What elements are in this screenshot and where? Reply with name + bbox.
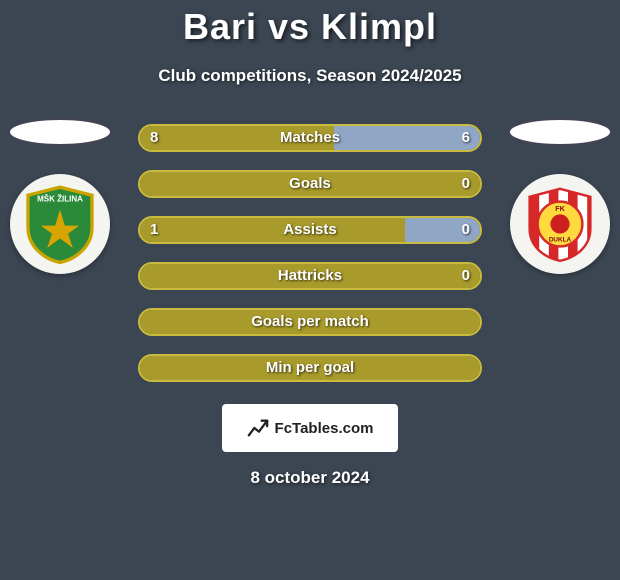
- crest-right-fk: FK: [555, 204, 565, 213]
- stat-bar: Hattricks0: [138, 262, 482, 290]
- stat-bar-name: Matches: [140, 126, 480, 150]
- stat-bar-right-value: 0: [462, 172, 470, 196]
- stat-bar-name: Goals per match: [140, 310, 480, 334]
- footer-block: FcTables.com 8 october 2024: [0, 392, 620, 488]
- stat-bar-name: Hattricks: [140, 264, 480, 288]
- stat-bar-left-value: 1: [150, 218, 158, 242]
- shield-icon: MŠK ŽILINA: [20, 184, 100, 264]
- page-title: Bari vs Klimpl: [0, 0, 620, 48]
- stat-bar: Goals per match: [138, 308, 482, 336]
- crest-left-toptext: MŠK ŽILINA: [37, 195, 83, 204]
- stat-bar-right-value: 0: [462, 218, 470, 242]
- date-label: 8 october 2024: [0, 468, 620, 488]
- stat-bar: Matches8 6: [138, 124, 482, 152]
- stat-bar-name: Min per goal: [140, 356, 480, 380]
- ball-icon: [550, 214, 569, 233]
- left-column: MŠK ŽILINA: [0, 118, 120, 274]
- right-column: FK DUKLA: [500, 118, 620, 274]
- stat-bar-name: Goals: [140, 172, 480, 196]
- player-ellipse-left: [8, 118, 112, 146]
- stat-bar: Assists1 0: [138, 216, 482, 244]
- crest-right-dukla: DUKLA: [549, 237, 572, 244]
- shield-icon: FK DUKLA: [520, 184, 600, 264]
- fctables-logo: FcTables.com: [222, 404, 398, 452]
- stat-bar: Min per goal: [138, 354, 482, 382]
- player-ellipse-right: [508, 118, 612, 146]
- chart-icon: [247, 417, 269, 439]
- infographic-root: Bari vs Klimpl Club competitions, Season…: [0, 0, 620, 580]
- stat-bar-right-value: 6: [462, 126, 470, 150]
- team-crest-left: MŠK ŽILINA: [10, 174, 110, 274]
- fctables-logo-text: FcTables.com: [275, 420, 374, 437]
- stat-bar-left-value: 8: [150, 126, 158, 150]
- stat-bar: Goals0: [138, 170, 482, 198]
- stat-bar-right-value: 0: [462, 264, 470, 288]
- subtitle: Club competitions, Season 2024/2025: [0, 66, 620, 86]
- team-crest-right: FK DUKLA: [510, 174, 610, 274]
- stat-bars: Matches86Goals0Assists10Hattricks0Goals …: [138, 124, 482, 382]
- stat-bar-name: Assists: [140, 218, 480, 242]
